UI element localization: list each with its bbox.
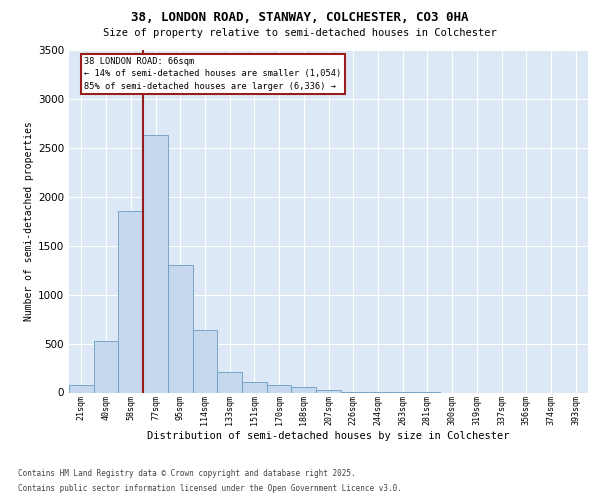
Bar [292, 387, 316, 392]
Bar [94, 340, 118, 392]
Text: Size of property relative to semi-detached houses in Colchester: Size of property relative to semi-detach… [103, 28, 497, 38]
Bar [143, 135, 168, 392]
Y-axis label: Number of semi-detached properties: Number of semi-detached properties [24, 122, 34, 321]
X-axis label: Distribution of semi-detached houses by size in Colchester: Distribution of semi-detached houses by … [147, 431, 510, 441]
Bar [242, 382, 267, 392]
Bar [267, 385, 292, 392]
Bar [69, 385, 94, 392]
Bar [118, 212, 143, 392]
Bar [217, 372, 242, 392]
Text: Contains public sector information licensed under the Open Government Licence v3: Contains public sector information licen… [18, 484, 402, 493]
Bar [193, 330, 217, 392]
Bar [168, 266, 193, 392]
Text: 38, LONDON ROAD, STANWAY, COLCHESTER, CO3 0HA: 38, LONDON ROAD, STANWAY, COLCHESTER, CO… [131, 11, 469, 24]
Text: 38 LONDON ROAD: 66sqm
← 14% of semi-detached houses are smaller (1,054)
85% of s: 38 LONDON ROAD: 66sqm ← 14% of semi-deta… [85, 57, 341, 91]
Bar [316, 390, 341, 392]
Text: Contains HM Land Registry data © Crown copyright and database right 2025.: Contains HM Land Registry data © Crown c… [18, 469, 356, 478]
